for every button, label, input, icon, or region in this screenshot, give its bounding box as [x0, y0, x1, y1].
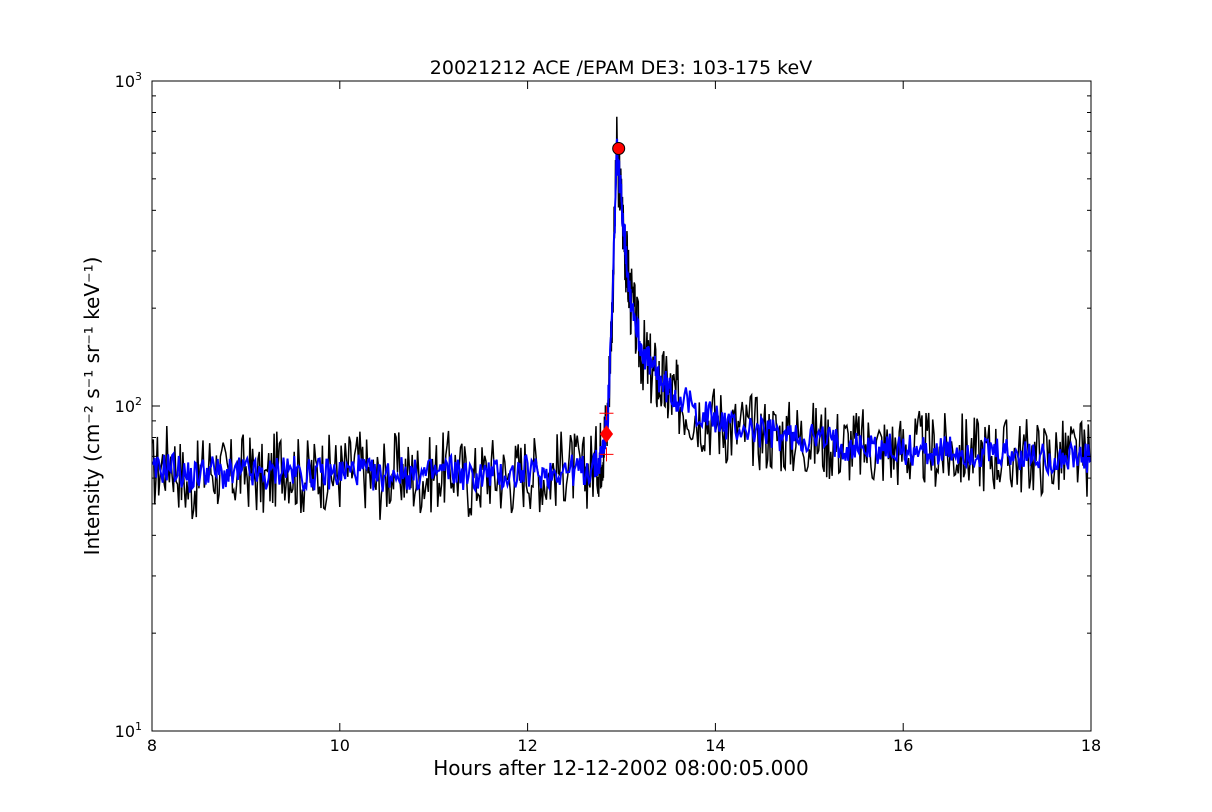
y-tick-label: 102	[115, 395, 142, 416]
ticks-group: 8 10 12 14 16 18 101 102 103	[115, 70, 1102, 755]
x-tick-label: 16	[893, 736, 913, 755]
smoothed-series-line	[152, 138, 1091, 494]
x-tick-label: 10	[330, 736, 350, 755]
peak-circle-marker	[612, 141, 626, 155]
x-tick-label: 18	[1081, 736, 1101, 755]
x-tick-label: 8	[147, 736, 157, 755]
x-tick-label: 12	[517, 736, 537, 755]
y-tick-label: 103	[115, 70, 142, 91]
x-tick-label: 14	[705, 736, 725, 755]
onset-bound-plus-marker	[599, 447, 614, 462]
plot-area	[152, 116, 1091, 520]
onset-bound-plus-marker	[599, 406, 614, 421]
chart-title: 20021212 ACE /EPAM DE3: 103-175 keV	[430, 57, 812, 79]
onset-diamond-marker	[599, 425, 614, 443]
markers-group	[599, 141, 626, 462]
y-axis-title: Intensity (cm⁻² s⁻¹ sr⁻¹ keV⁻¹)	[80, 257, 104, 556]
y-tick-label: 101	[115, 720, 142, 741]
x-axis-title: Hours after 12-12-2002 08:00:05.000	[433, 756, 809, 780]
